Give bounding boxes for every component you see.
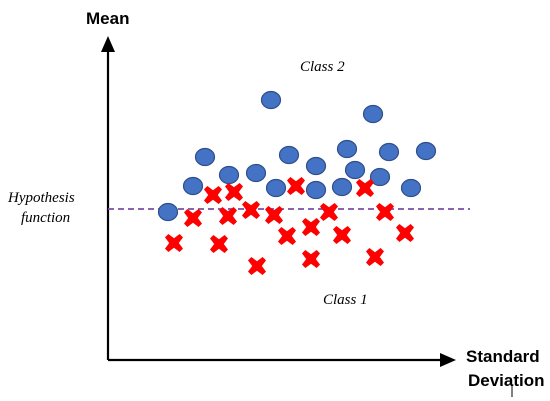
class1-point [184,209,202,227]
class1-point [204,186,222,204]
hypothesis-label-line2: function [21,210,70,226]
x-axis-arrow-icon [440,353,456,367]
class1-point [287,177,305,195]
class1-point [242,201,260,219]
class2-point [265,178,287,198]
class2-point [400,178,422,198]
class1-point [320,203,338,221]
class2-label: Class 2 [300,59,345,75]
hypothesis-label-line1: Hypothesis [7,190,75,206]
class2-point [260,90,282,110]
class1-point [219,207,237,225]
class2-point [336,139,358,159]
class2-point [157,202,179,222]
class1-point [302,250,320,268]
class2-point [378,142,400,162]
class1-point [210,235,228,253]
class1-point [396,224,414,242]
x-axis-title-line2: Deviation [468,371,545,390]
class1-point [333,226,351,244]
class1-point [366,248,384,266]
class2-point [344,160,366,180]
class2-point [415,141,437,161]
class2-point [362,104,384,124]
class1-point [225,183,243,201]
points-layer [157,90,437,275]
class2-point [305,156,327,176]
class1-point [165,234,183,252]
class1-point [356,179,374,197]
x-axis-title-line1: Standard [466,347,540,366]
class1-point [376,203,394,221]
class2-point [218,165,240,185]
class2-point [331,177,353,197]
class1-point [302,218,320,236]
class2-point [369,167,391,187]
class2-point [245,163,267,183]
class1-point [248,257,266,275]
class2-point [182,176,204,196]
y-axis-arrow-icon [101,36,115,52]
class1-point [278,227,296,245]
class1-point [265,206,283,224]
class1-label: Class 1 [323,292,368,308]
class2-point [278,145,300,165]
class2-point [305,180,327,200]
y-axis-title: Mean [86,9,129,28]
class2-point [194,147,216,167]
